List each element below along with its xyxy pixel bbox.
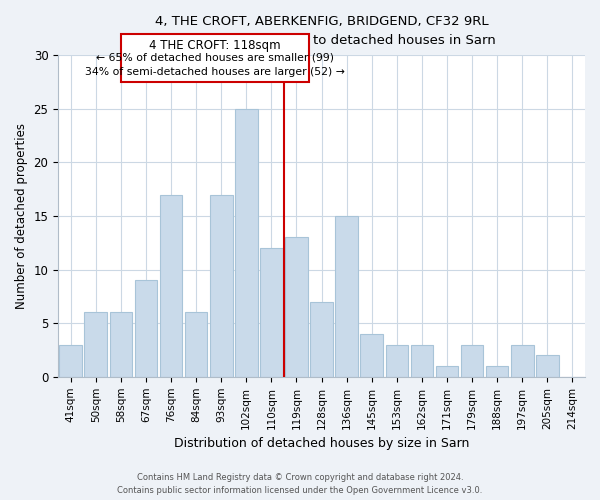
Bar <box>386 344 408 377</box>
Bar <box>260 248 283 377</box>
Bar <box>335 216 358 377</box>
Bar <box>536 356 559 377</box>
Bar <box>85 312 107 377</box>
Text: Contains HM Land Registry data © Crown copyright and database right 2024.
Contai: Contains HM Land Registry data © Crown c… <box>118 474 482 495</box>
Bar <box>235 108 257 377</box>
Bar <box>185 312 208 377</box>
Bar <box>511 344 533 377</box>
Bar <box>110 312 132 377</box>
Title: 4, THE CROFT, ABERKENFIG, BRIDGEND, CF32 9RL
Size of property relative to detach: 4, THE CROFT, ABERKENFIG, BRIDGEND, CF32… <box>148 15 496 47</box>
Bar <box>285 238 308 377</box>
Bar <box>410 344 433 377</box>
Bar <box>134 280 157 377</box>
Text: ← 65% of detached houses are smaller (99): ← 65% of detached houses are smaller (99… <box>96 53 334 63</box>
Bar <box>160 194 182 377</box>
Bar <box>310 302 333 377</box>
Bar <box>361 334 383 377</box>
Text: 34% of semi-detached houses are larger (52) →: 34% of semi-detached houses are larger (… <box>85 67 345 77</box>
Y-axis label: Number of detached properties: Number of detached properties <box>15 123 28 309</box>
Bar <box>436 366 458 377</box>
Bar <box>210 194 233 377</box>
FancyBboxPatch shape <box>121 34 309 82</box>
Bar <box>59 344 82 377</box>
X-axis label: Distribution of detached houses by size in Sarn: Distribution of detached houses by size … <box>174 437 469 450</box>
Bar <box>486 366 508 377</box>
Text: 4 THE CROFT: 118sqm: 4 THE CROFT: 118sqm <box>149 39 281 52</box>
Bar <box>461 344 484 377</box>
